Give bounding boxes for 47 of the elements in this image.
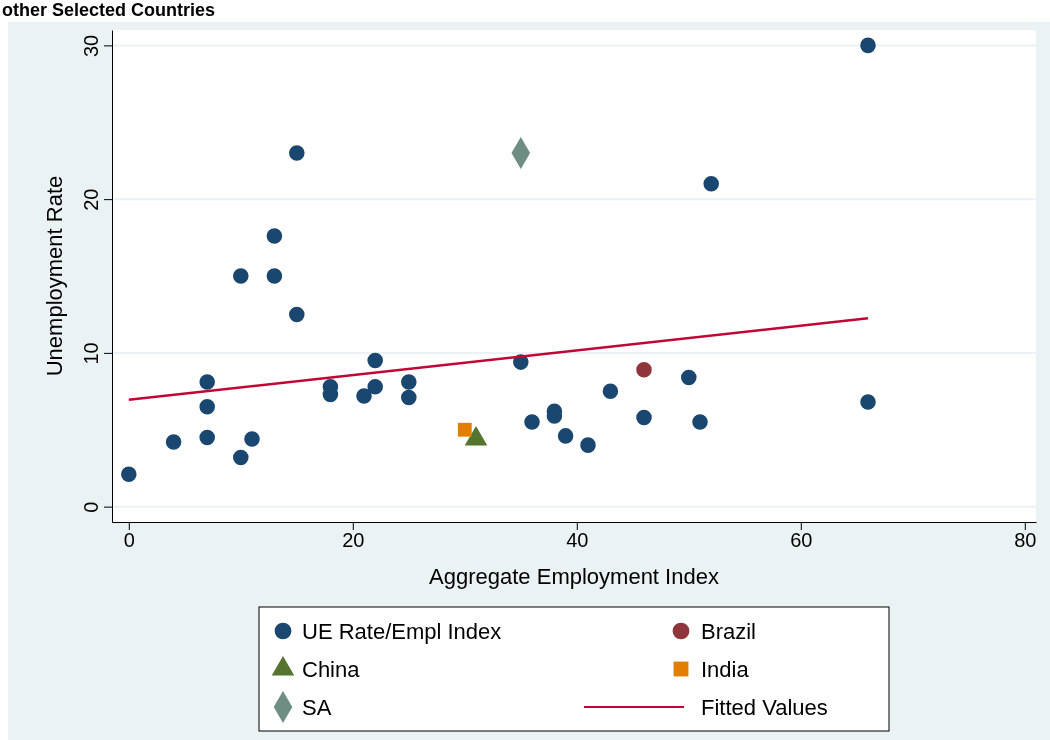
x-tick-label: 60	[790, 529, 813, 552]
point	[636, 409, 652, 426]
point	[244, 431, 260, 447]
point	[289, 145, 305, 161]
y-tick-label: 30	[80, 34, 102, 57]
x-tick-label: 40	[566, 529, 589, 552]
point	[457, 422, 472, 437]
legend-label: Fitted Values	[701, 695, 828, 720]
legend-label: China	[302, 657, 361, 682]
point	[401, 374, 417, 390]
point	[692, 414, 708, 430]
point	[860, 394, 876, 410]
point	[367, 352, 383, 369]
legend-label: UE Rate/Empl Index	[302, 619, 502, 644]
point	[703, 175, 719, 192]
point	[165, 434, 182, 450]
legend-label: SA	[302, 695, 332, 720]
point	[602, 383, 619, 400]
x-tick-label: 80	[1014, 529, 1037, 552]
point	[266, 268, 283, 284]
legend-label: India	[701, 657, 750, 682]
y-tick-label: 0	[80, 501, 102, 513]
point	[524, 414, 540, 430]
point	[289, 306, 305, 323]
point	[636, 362, 652, 378]
point	[401, 389, 417, 406]
point	[233, 449, 249, 466]
point	[356, 388, 372, 404]
legend-label: Brazil	[701, 619, 757, 644]
point	[681, 369, 697, 386]
point	[860, 37, 876, 54]
point	[580, 437, 596, 453]
point	[266, 228, 283, 244]
y-tick-label: 20	[80, 188, 102, 211]
y-tick-label: 10	[80, 342, 102, 365]
point	[557, 428, 574, 444]
point	[199, 398, 215, 415]
point	[367, 378, 383, 395]
x-tick-label: 0	[123, 529, 135, 552]
point	[199, 374, 215, 390]
point	[121, 466, 137, 483]
chart-title: other Selected Countries	[2, 0, 216, 20]
point	[233, 268, 249, 284]
point	[199, 429, 215, 446]
x-axis-title: Aggregate Employment Index	[429, 564, 719, 589]
x-tick-label: 20	[342, 529, 365, 552]
y-axis-title: Unemployment Rate	[42, 175, 67, 377]
